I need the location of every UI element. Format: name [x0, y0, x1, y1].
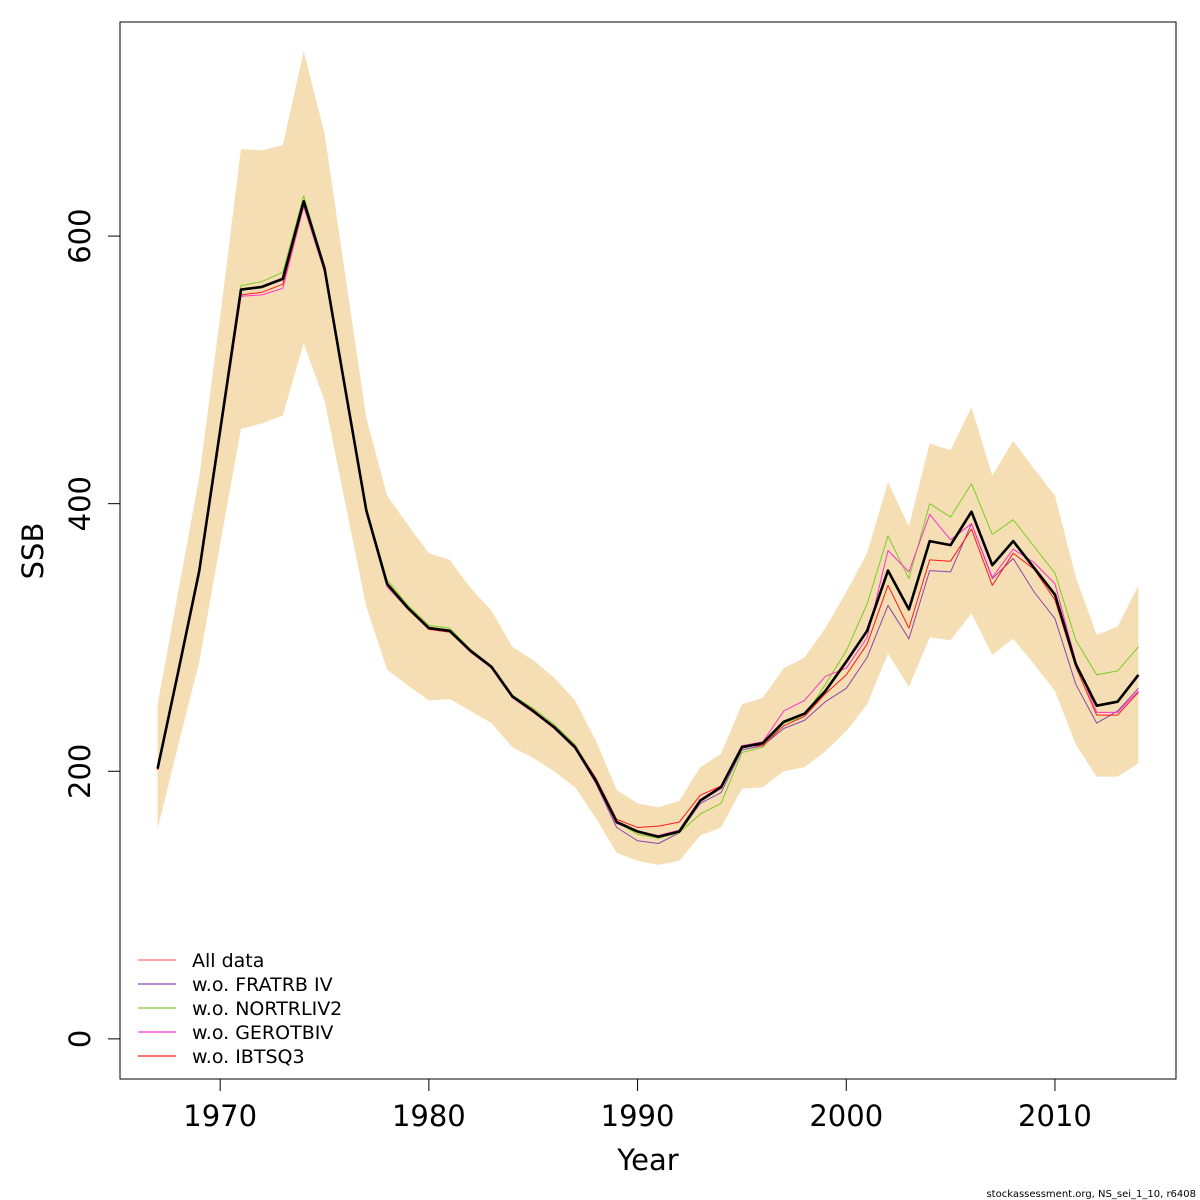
legend-item: w.o. NORTRLIV2 [138, 998, 342, 1020]
legend-label: w.o. GEROTBIV [192, 1022, 333, 1044]
x-axis: 1970 1980 1990 2000 2010 [183, 1078, 1092, 1133]
legend-item: w.o. IBTSQ3 [138, 1046, 305, 1068]
y-tick-label: 0 [63, 1030, 97, 1048]
legend-item: w.o. FRATRB IV [138, 974, 333, 996]
x-tick-label: 1990 [601, 1099, 675, 1133]
y-tick-label: 200 [63, 744, 97, 799]
main-series-layer [156, 200, 1140, 839]
main-series-line [156, 200, 1140, 839]
x-tick-label: 1970 [183, 1099, 257, 1133]
y-tick-label: 400 [63, 476, 97, 531]
x-tick-label: 1980 [392, 1099, 466, 1133]
legend-label: w.o. NORTRLIV2 [192, 998, 342, 1020]
y-tick-label: 600 [63, 208, 97, 263]
credit-text: stockassessment.org, NS_sei_1_10, r6408 [986, 1189, 1196, 1200]
legend-label: w.o. IBTSQ3 [192, 1046, 305, 1068]
confidence-band [157, 51, 1139, 865]
legend-item: w.o. GEROTBIV [138, 1022, 333, 1044]
x-axis-label: Year [616, 1143, 678, 1177]
x-tick-label: 2010 [1018, 1099, 1092, 1133]
y-axis-label: SSB [16, 523, 50, 580]
y-axis: 0 200 400 600 [63, 208, 121, 1048]
legend-label: w.o. FRATRB IV [192, 974, 333, 996]
x-tick-label: 2000 [809, 1099, 883, 1133]
confidence-band-layer [157, 51, 1139, 865]
legend-item: All data [138, 950, 264, 972]
legend-label: All data [192, 950, 264, 972]
